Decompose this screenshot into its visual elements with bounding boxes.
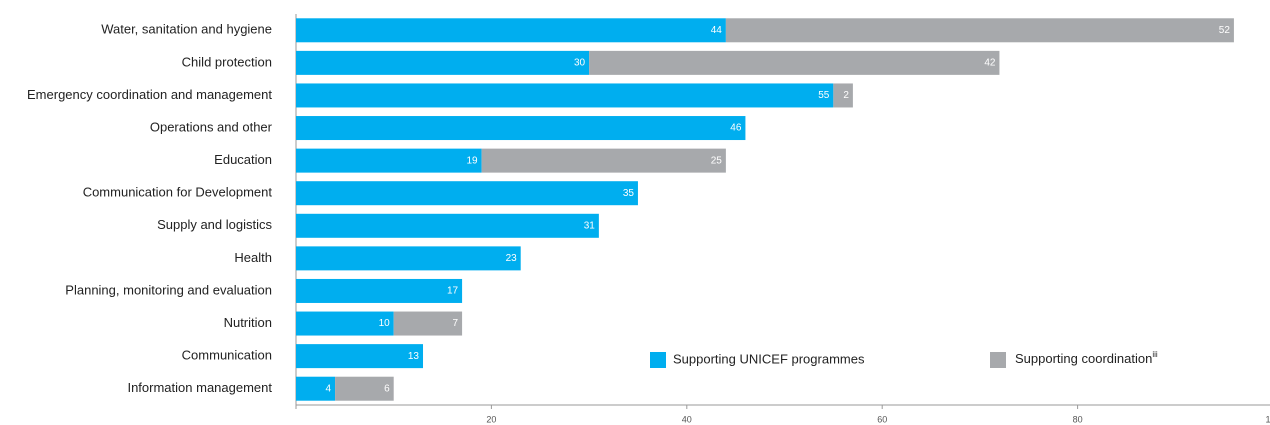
value-label: 23 <box>506 253 518 264</box>
bar <box>335 376 394 401</box>
y-tick-label: Health <box>234 250 272 265</box>
y-tick-label: Education <box>214 152 272 167</box>
legend-label: Supporting coordinationiii <box>1015 350 1158 366</box>
x-tick-label: 20 <box>486 414 496 424</box>
value-label: 55 <box>818 90 830 101</box>
bar <box>296 83 834 108</box>
value-label: 35 <box>623 188 635 199</box>
bar <box>296 213 599 238</box>
value-label: 31 <box>584 220 596 231</box>
legend-text: Supporting coordination <box>1015 351 1152 366</box>
y-tick-label: Communication for Development <box>83 185 273 200</box>
value-label: 10 <box>379 318 391 329</box>
bar <box>589 50 1000 75</box>
value-label: 25 <box>711 155 723 166</box>
y-tick-label: Emergency coordination and management <box>27 87 272 102</box>
bar <box>296 148 482 173</box>
bar <box>393 311 463 336</box>
legend: Supporting UNICEF programmes Supporting … <box>673 350 1158 366</box>
x-tick-label: 100 <box>1265 414 1270 424</box>
x-tick-label: 60 <box>877 414 887 424</box>
legend-superscript: iii <box>1152 350 1158 359</box>
bar <box>296 181 638 206</box>
bar <box>296 376 336 401</box>
x-tick-label: 80 <box>1073 414 1083 424</box>
y-tick-label: Nutrition <box>224 315 272 330</box>
value-label: 30 <box>574 58 586 69</box>
bar <box>296 116 746 141</box>
x-tick-label: 40 <box>682 414 692 424</box>
value-label: 6 <box>384 383 390 394</box>
value-label: 2 <box>843 90 849 101</box>
legend-label: Supporting UNICEF programmes <box>673 351 865 366</box>
y-tick-label: Communication <box>182 348 272 363</box>
bar <box>833 83 853 108</box>
value-label: 19 <box>467 155 479 166</box>
y-tick-label: Planning, monitoring and evaluation <box>65 282 272 297</box>
value-label: 42 <box>984 58 996 69</box>
value-label: 17 <box>447 286 459 297</box>
y-tick-label: Child protection <box>182 54 272 69</box>
y-tick-label: Supply and logistics <box>157 217 272 232</box>
y-tick-label: Operations and other <box>150 119 273 134</box>
value-label: 4 <box>326 383 332 394</box>
y-tick-label: Water, sanitation and hygiene <box>101 22 272 37</box>
bar <box>296 50 590 75</box>
bar <box>296 344 424 369</box>
bar <box>296 278 463 303</box>
y-tick-label: Information management <box>127 380 272 395</box>
value-label: 44 <box>711 25 723 36</box>
bar <box>296 18 726 43</box>
legend-swatch <box>990 352 1006 368</box>
bar <box>725 18 1234 43</box>
bar <box>296 311 394 336</box>
value-label: 7 <box>453 318 459 329</box>
value-label: 52 <box>1219 25 1231 36</box>
bar <box>296 246 521 271</box>
value-label: 46 <box>730 123 742 134</box>
legend-swatch <box>650 352 666 368</box>
bar <box>481 148 726 173</box>
value-label: 13 <box>408 351 420 362</box>
